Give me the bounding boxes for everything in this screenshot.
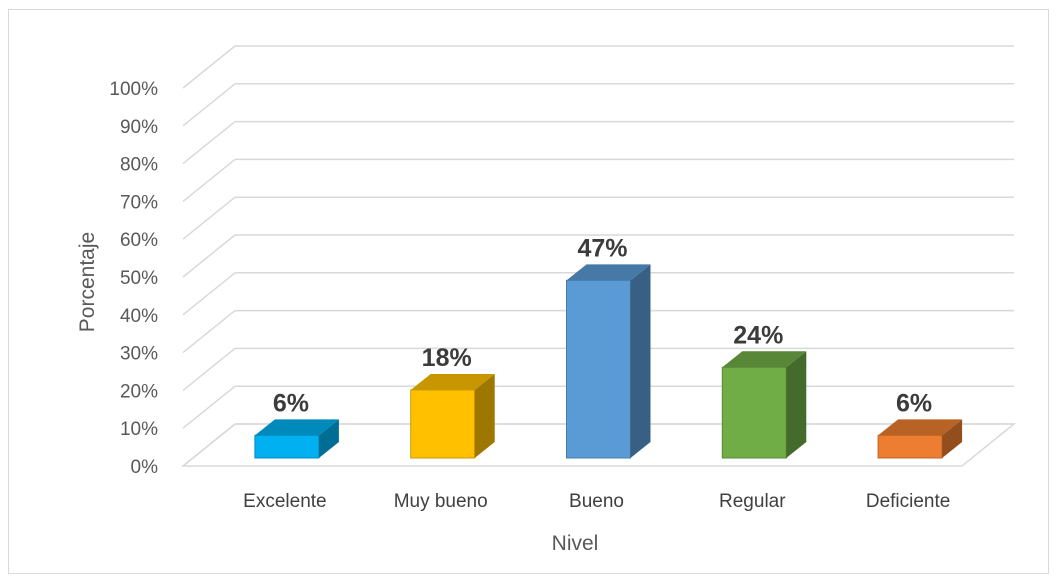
y-tick-label: 0% <box>131 457 159 478</box>
x-category-label: Bueno <box>569 491 624 512</box>
bar-side <box>786 351 807 458</box>
x-axis-title: Nivel <box>552 532 599 555</box>
y-tick-label: 20% <box>120 381 158 402</box>
x-axis-categories: Excelente Muy bueno Bueno Regular Deficiente <box>243 491 950 512</box>
y-axis-ticks: 0% 10% 20% 30% 40% 50% 60% 70% 80% 90% 100% <box>109 79 158 478</box>
y-tick-label: 100% <box>109 79 158 100</box>
gridline-side <box>182 310 236 354</box>
gridline-side <box>182 347 236 391</box>
y-axis-title: Porcentaje <box>76 232 99 332</box>
gridline-side <box>182 83 236 127</box>
bar-front <box>410 389 476 459</box>
x-category-label: Regular <box>719 491 786 512</box>
y-tick-label: 50% <box>120 268 158 289</box>
y-tick-label: 70% <box>120 192 158 213</box>
bar-top <box>722 351 807 368</box>
data-label: 18% <box>422 344 472 372</box>
bar-front <box>721 366 787 459</box>
bar-side <box>942 419 963 458</box>
y-tick-label: 40% <box>120 306 158 327</box>
y-tick-label: 60% <box>120 230 158 251</box>
gridline-side <box>182 45 236 89</box>
chart-frame <box>8 9 1049 574</box>
x-category-label: Excelente <box>243 491 326 512</box>
bar-regular <box>721 351 807 459</box>
gridline-side <box>182 272 236 316</box>
bar-side <box>630 264 651 458</box>
y-tick-label: 30% <box>120 344 158 365</box>
gridline-side <box>182 385 236 429</box>
x-category-label: Muy bueno <box>394 491 488 512</box>
gridline-side <box>182 196 236 240</box>
bar-top <box>566 264 651 281</box>
bar-excelente <box>254 419 339 459</box>
gridline-side <box>182 423 236 467</box>
bar-top <box>878 419 963 436</box>
y-tick-label: 90% <box>120 117 158 138</box>
bar-muy-bueno <box>410 373 495 459</box>
data-label: 6% <box>896 389 932 417</box>
y-tick-label: 10% <box>120 419 158 440</box>
bar-top <box>254 419 339 436</box>
gridline-side <box>182 121 236 165</box>
bars <box>254 264 963 459</box>
bar-top <box>410 373 495 390</box>
x-category-label: Deficiente <box>866 491 951 512</box>
bar-front <box>254 434 320 459</box>
gridline-side <box>182 158 236 202</box>
data-label: 47% <box>577 234 627 262</box>
gridline-side <box>182 234 236 278</box>
data-label: 6% <box>273 389 309 417</box>
data-labels: 6% 18% 47% 24% 6% <box>273 234 932 417</box>
bar-deficiente <box>877 419 963 459</box>
data-label: 24% <box>733 321 783 349</box>
bar-front <box>566 279 631 459</box>
y-tick-label: 80% <box>120 155 158 176</box>
bar-front <box>877 434 943 459</box>
bar-bueno <box>566 264 651 459</box>
bar-side <box>318 419 339 458</box>
bar-side <box>474 373 495 458</box>
